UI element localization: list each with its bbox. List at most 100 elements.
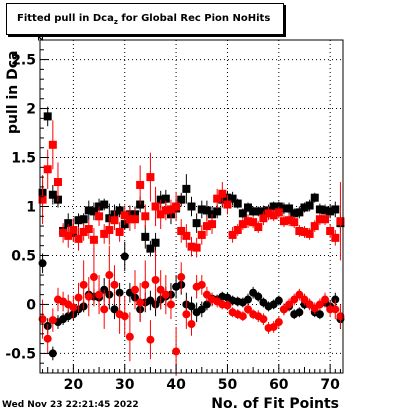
data-point <box>279 217 288 226</box>
data-point <box>274 318 283 327</box>
series-1 <box>38 120 345 261</box>
data-point <box>187 242 196 251</box>
data-point <box>305 201 314 210</box>
data-point <box>331 305 340 314</box>
data-point <box>48 190 57 199</box>
data-point <box>182 184 191 193</box>
data-point <box>290 295 299 304</box>
data-points <box>38 106 345 376</box>
data-point <box>105 226 114 235</box>
data-point <box>120 211 129 220</box>
data-point <box>151 202 160 211</box>
data-point <box>115 288 124 297</box>
data-point <box>110 280 119 289</box>
data-point <box>259 214 268 223</box>
y-tick-label: 2.5 <box>11 53 36 69</box>
data-point <box>166 205 175 214</box>
data-point <box>38 315 47 324</box>
data-point <box>146 173 155 182</box>
data-point <box>208 220 217 229</box>
x-tick-label: 40 <box>166 377 186 393</box>
data-point <box>64 219 73 228</box>
data-point <box>295 290 304 299</box>
data-point <box>285 300 294 309</box>
data-point <box>64 231 73 240</box>
data-point <box>274 296 283 305</box>
data-point <box>223 301 232 310</box>
axis-ticks <box>40 39 341 374</box>
data-point <box>161 290 170 299</box>
data-point <box>110 305 119 314</box>
data-point <box>285 216 294 225</box>
data-point <box>254 223 263 232</box>
data-point <box>141 280 150 289</box>
data-point <box>177 226 186 235</box>
data-point <box>315 205 324 214</box>
data-point <box>269 322 278 331</box>
data-point <box>326 207 335 216</box>
y-tick-label: 0 <box>26 297 36 313</box>
data-point <box>131 215 140 224</box>
data-point <box>213 207 222 216</box>
data-point <box>336 312 345 321</box>
data-point <box>310 193 319 202</box>
data-point <box>74 293 83 302</box>
data-point <box>110 216 119 225</box>
y-axis-label-subscript: z <box>36 35 46 41</box>
data-point <box>69 303 78 312</box>
data-point <box>131 285 140 294</box>
data-point <box>182 231 191 240</box>
title-subscript: z <box>113 18 118 26</box>
title-box: Fitted pull in Dcaz for Global Rec Pion … <box>6 3 284 35</box>
data-point <box>233 199 242 208</box>
data-point <box>223 200 232 209</box>
data-point <box>290 218 299 227</box>
data-point <box>192 243 201 252</box>
data-point <box>269 211 278 220</box>
data-point <box>53 178 62 187</box>
data-point <box>161 206 170 215</box>
data-point <box>95 290 104 299</box>
data-point <box>243 295 252 304</box>
data-point <box>315 215 324 224</box>
data-point <box>48 349 57 358</box>
data-point <box>100 229 109 238</box>
data-point <box>43 334 52 343</box>
data-point <box>279 204 288 213</box>
data-point <box>202 300 211 309</box>
data-point <box>321 206 330 215</box>
data-point <box>79 215 88 224</box>
data-point <box>254 207 263 216</box>
y-tick-label: 2 <box>26 102 36 118</box>
data-point <box>84 292 93 301</box>
data-point <box>84 206 93 215</box>
y-tick-label: 0.5 <box>11 248 36 264</box>
data-point <box>331 205 340 214</box>
timestamp: Wed Nov 23 22:21:45 2022 <box>2 400 139 410</box>
data-point <box>202 222 211 231</box>
data-point <box>125 332 134 341</box>
series-2 <box>38 241 345 361</box>
data-point <box>315 300 324 309</box>
data-point <box>79 227 88 236</box>
data-point <box>310 222 319 231</box>
data-point <box>74 216 83 225</box>
data-point <box>146 335 155 344</box>
data-point <box>218 189 227 198</box>
data-point <box>95 212 104 221</box>
data-point <box>100 200 109 209</box>
data-point <box>141 212 150 221</box>
data-point <box>136 298 145 307</box>
y-tick-label: -0.5 <box>5 346 36 362</box>
data-point <box>238 312 247 321</box>
data-point <box>228 230 237 239</box>
data-point <box>48 316 57 325</box>
data-point <box>187 202 196 211</box>
data-point <box>249 218 258 227</box>
data-point <box>89 235 98 244</box>
data-point <box>38 195 47 204</box>
x-tick-label: 30 <box>115 377 135 393</box>
data-point <box>43 112 52 121</box>
data-point <box>326 226 335 235</box>
